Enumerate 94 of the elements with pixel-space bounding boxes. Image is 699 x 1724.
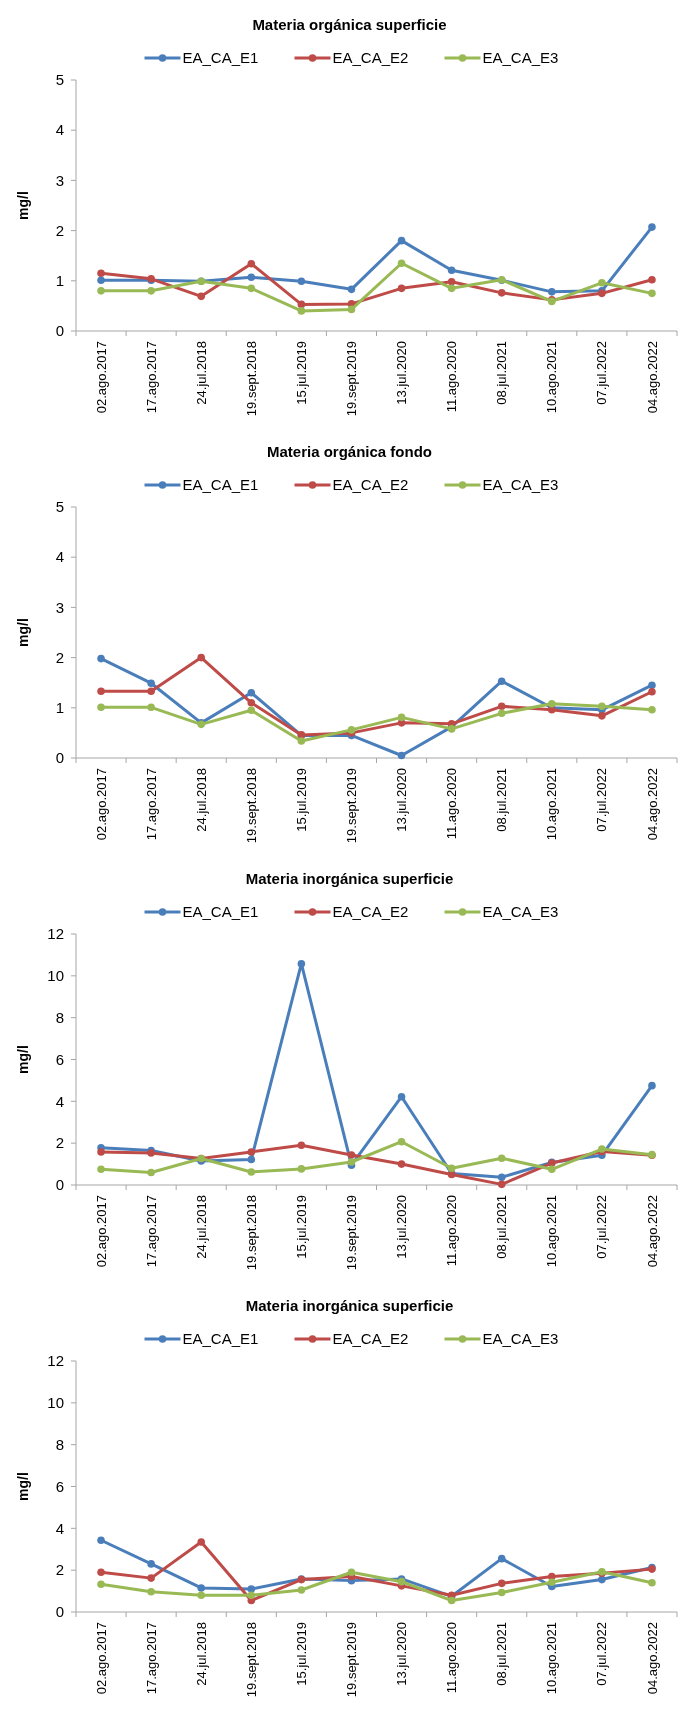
x-tick-label: 15.jul.2019 (293, 768, 309, 832)
x-tick-label: 13.jul.2020 (394, 768, 410, 832)
y-axis-title: mg/l (15, 1472, 31, 1501)
x-tick-label: 10.ago.2021 (544, 1195, 560, 1268)
x-tick-label: 11.ago.2020 (444, 1195, 460, 1267)
y-tick-label: 0 (55, 749, 64, 767)
y-tick-label: 1 (55, 272, 64, 290)
y-axis-title: mg/l (15, 618, 31, 647)
x-tick-label: 19.sept.2019 (344, 768, 360, 844)
x-tick-label: 04.ago.2022 (644, 1622, 660, 1695)
x-tick-label: 04.ago.2022 (644, 768, 660, 841)
chart-title: Materia orgánica fondo (266, 443, 433, 460)
y-tick-label: 2 (55, 221, 64, 239)
legend-label: EA_CA_E1 (182, 903, 259, 921)
x-tick-label: 15.jul.2019 (293, 1195, 309, 1259)
chart-title: Materia orgánica superficie (252, 16, 447, 33)
y-tick-label: 1 (55, 699, 64, 717)
y-tick-label: 2 (55, 1134, 64, 1152)
x-tick-label: 15.jul.2019 (293, 341, 309, 405)
x-tick-label: 11.ago.2020 (444, 768, 460, 840)
y-tick-label: 0 (55, 1176, 64, 1194)
legend-label: EA_CA_E1 (182, 49, 259, 67)
legend-label: EA_CA_E2 (332, 49, 409, 67)
y-tick-label: 8 (55, 1008, 64, 1026)
y-tick-label: 3 (55, 171, 64, 189)
x-tick-label: 24.jul.2018 (193, 1622, 209, 1686)
legend-label: EA_CA_E3 (482, 476, 559, 494)
x-tick-label: 04.ago.2022 (644, 1195, 660, 1268)
x-tick-label: 17.ago.2017 (143, 1195, 159, 1268)
x-tick-label: 04.ago.2022 (644, 341, 660, 414)
x-tick-label: 02.ago.2017 (93, 1622, 109, 1695)
x-tick-label: 08.jul.2021 (494, 768, 510, 832)
x-tick-label: 07.jul.2022 (594, 1622, 610, 1686)
x-tick-label: 19.sept.2019 (344, 341, 360, 417)
x-tick-label: 02.ago.2017 (93, 341, 109, 414)
x-tick-label: 19.sept.2019 (344, 1195, 360, 1271)
x-tick-label: 07.jul.2022 (594, 341, 610, 405)
chart-title: Materia inorgánica superficie (245, 1297, 454, 1314)
x-tick-label: 17.ago.2017 (143, 341, 159, 414)
y-tick-label: 3 (55, 598, 64, 616)
y-axis-title: mg/l (15, 1045, 31, 1074)
x-tick-label: 13.jul.2020 (394, 1195, 410, 1259)
legend-label: EA_CA_E3 (482, 49, 559, 67)
y-tick-label: 4 (55, 548, 64, 566)
legend-label: EA_CA_E3 (482, 1330, 559, 1348)
y-tick-label: 5 (55, 498, 64, 516)
y-tick-label: 2 (55, 1561, 64, 1579)
y-tick-label: 4 (55, 1092, 64, 1110)
x-tick-label: 13.jul.2020 (394, 341, 410, 405)
y-tick-label: 4 (55, 1519, 64, 1537)
y-tick-label: 0 (55, 1603, 64, 1621)
x-tick-label: 19.sept.2018 (243, 341, 259, 417)
y-axis-title: mg/l (15, 191, 31, 220)
legend-label: EA_CA_E2 (332, 1330, 409, 1348)
legend-label: EA_CA_E2 (332, 476, 409, 494)
x-tick-label: 08.jul.2021 (494, 341, 510, 405)
y-tick-label: 12 (47, 1352, 64, 1370)
legend-label: EA_CA_E2 (332, 903, 409, 921)
y-tick-label: 10 (47, 967, 64, 985)
x-tick-label: 10.ago.2021 (544, 341, 560, 414)
y-tick-label: 12 (47, 925, 64, 943)
y-tick-label: 4 (55, 121, 64, 139)
x-tick-label: 07.jul.2022 (594, 768, 610, 832)
x-tick-label: 15.jul.2019 (293, 1622, 309, 1686)
y-tick-label: 0 (55, 322, 64, 340)
x-tick-label: 19.sept.2018 (243, 768, 259, 844)
y-tick-label: 6 (55, 1477, 64, 1495)
x-tick-label: 19.sept.2019 (344, 1622, 360, 1698)
chart-title: Materia inorgánica superficie (245, 870, 454, 887)
y-tick-label: 5 (55, 71, 64, 89)
x-tick-label: 11.ago.2020 (444, 341, 460, 413)
x-tick-label: 24.jul.2018 (193, 1195, 209, 1259)
x-tick-label: 24.jul.2018 (193, 341, 209, 405)
x-tick-label: 08.jul.2021 (494, 1195, 510, 1259)
x-tick-label: 08.jul.2021 (494, 1622, 510, 1686)
legend-label: EA_CA_E3 (482, 903, 559, 921)
x-tick-label: 17.ago.2017 (143, 1622, 159, 1695)
x-tick-label: 19.sept.2018 (243, 1195, 259, 1271)
legend-label: EA_CA_E1 (182, 1330, 259, 1348)
y-tick-label: 6 (55, 1050, 64, 1068)
x-tick-label: 02.ago.2017 (93, 768, 109, 841)
x-tick-label: 24.jul.2018 (193, 768, 209, 832)
x-tick-label: 11.ago.2020 (444, 1622, 460, 1694)
x-tick-label: 02.ago.2017 (93, 1195, 109, 1268)
x-tick-label: 19.sept.2018 (243, 1622, 259, 1698)
y-tick-label: 8 (55, 1435, 64, 1453)
x-tick-label: 10.ago.2021 (544, 768, 560, 841)
x-tick-label: 17.ago.2017 (143, 768, 159, 841)
x-tick-label: 13.jul.2020 (394, 1622, 410, 1686)
x-tick-label: 10.ago.2021 (544, 1622, 560, 1695)
y-tick-label: 10 (47, 1394, 64, 1412)
y-tick-label: 2 (55, 648, 64, 666)
legend-label: EA_CA_E1 (182, 476, 259, 494)
x-tick-label: 07.jul.2022 (594, 1195, 610, 1259)
